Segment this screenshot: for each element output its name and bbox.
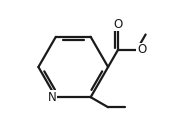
Text: N: N — [47, 91, 56, 104]
Text: O: O — [137, 43, 146, 56]
Text: O: O — [114, 18, 123, 31]
